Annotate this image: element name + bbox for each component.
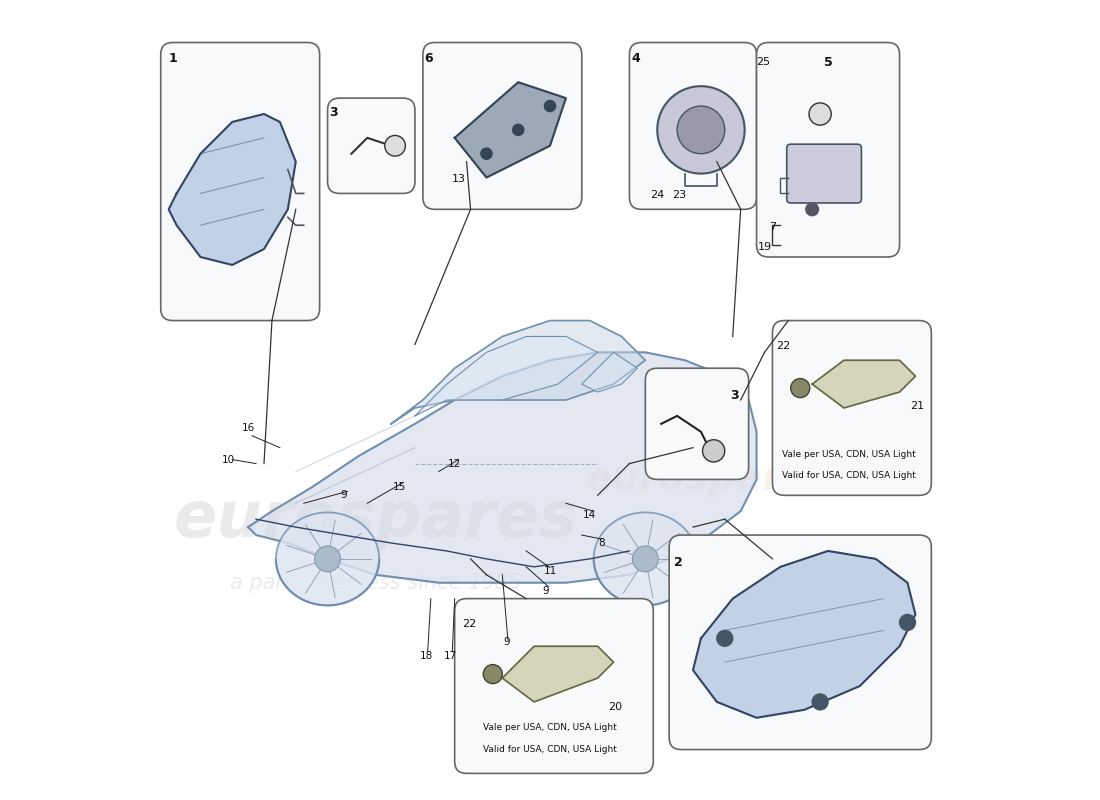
FancyBboxPatch shape [328,98,415,194]
Text: 4: 4 [631,52,640,65]
Text: 23: 23 [672,190,685,200]
Circle shape [483,665,503,684]
FancyBboxPatch shape [629,42,757,210]
Circle shape [315,546,341,572]
Polygon shape [392,321,646,424]
Circle shape [385,135,406,156]
Text: Vale per USA, CDN, USA Light: Vale per USA, CDN, USA Light [483,723,617,732]
Polygon shape [693,551,915,718]
Circle shape [632,546,658,572]
Polygon shape [503,646,614,702]
Ellipse shape [594,513,697,606]
Text: 9: 9 [503,638,509,647]
Text: 15: 15 [393,482,406,492]
Polygon shape [168,114,296,265]
Text: 7: 7 [769,222,776,232]
Text: 21: 21 [910,402,924,411]
Text: 14: 14 [583,510,596,520]
Text: 9: 9 [340,490,346,500]
Text: Valid for USA, CDN, USA Light: Valid for USA, CDN, USA Light [782,471,915,480]
FancyBboxPatch shape [669,535,932,750]
Polygon shape [415,337,597,416]
Circle shape [658,86,745,174]
Text: 3: 3 [330,106,338,119]
Text: Valid for USA, CDN, USA Light: Valid for USA, CDN, USA Light [483,745,617,754]
Text: 6: 6 [425,52,432,65]
Circle shape [513,124,524,135]
Circle shape [703,440,725,462]
Circle shape [900,614,915,630]
Text: eurospares: eurospares [586,461,832,498]
Text: 5: 5 [824,56,833,69]
FancyBboxPatch shape [454,598,653,774]
Text: eurospares: eurospares [173,488,578,550]
Circle shape [717,630,733,646]
Circle shape [678,106,725,154]
FancyBboxPatch shape [772,321,932,495]
Text: 25: 25 [756,58,770,67]
FancyBboxPatch shape [646,368,749,479]
Text: 13: 13 [452,174,465,184]
FancyBboxPatch shape [786,144,861,203]
Circle shape [808,103,832,125]
Text: 10: 10 [222,454,234,465]
Text: a parts business since 1985: a parts business since 1985 [230,573,520,593]
Text: 11: 11 [543,566,557,576]
Text: 22: 22 [777,341,791,351]
Text: 3: 3 [730,389,738,402]
Text: 12: 12 [448,458,461,469]
Text: 22: 22 [462,619,476,629]
Polygon shape [454,82,565,178]
Polygon shape [582,352,637,392]
Text: 24: 24 [650,190,664,200]
Text: 18: 18 [420,651,433,661]
Text: 19: 19 [758,242,771,253]
Text: 1: 1 [168,52,177,65]
Text: 17: 17 [444,651,458,661]
FancyBboxPatch shape [161,42,320,321]
Ellipse shape [276,513,380,606]
Text: since 1985: since 1985 [667,527,750,542]
Circle shape [791,378,810,398]
Text: 9: 9 [542,586,549,596]
Polygon shape [812,360,915,408]
Circle shape [481,148,492,159]
Circle shape [806,203,818,216]
Text: 16: 16 [242,423,255,433]
Text: Vale per USA, CDN, USA Light: Vale per USA, CDN, USA Light [782,450,915,458]
Polygon shape [249,352,757,582]
Circle shape [812,694,828,710]
Text: 2: 2 [674,555,683,569]
Text: 20: 20 [608,702,623,712]
FancyBboxPatch shape [757,42,900,257]
FancyBboxPatch shape [422,42,582,210]
Text: 8: 8 [598,538,605,548]
Circle shape [544,101,556,112]
